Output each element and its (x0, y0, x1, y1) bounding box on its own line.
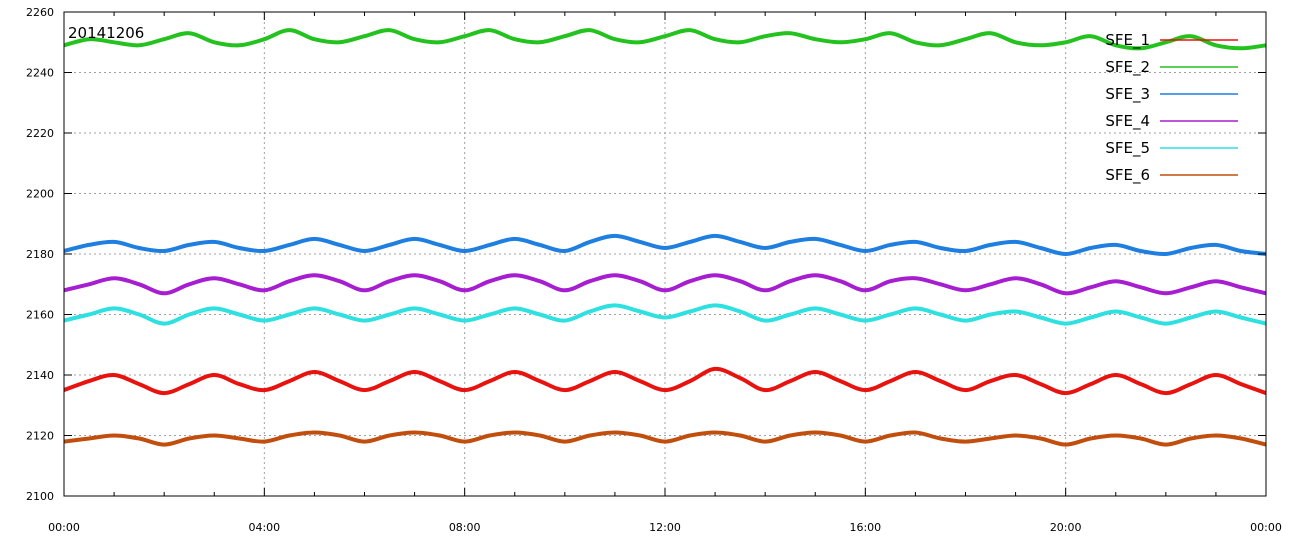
legend-label: SFE_2 (1105, 58, 1150, 77)
series-line-sfe-2 (63, 28, 1267, 51)
y-tick-label: 2160 (26, 309, 54, 322)
grid-lines (64, 12, 1266, 496)
y-tick-label: 2240 (26, 67, 54, 80)
legend-label: SFE_4 (1105, 112, 1150, 131)
x-tick-label: 08:00 (449, 521, 481, 534)
y-tick-label: 2100 (26, 490, 54, 503)
series-line-sfe-5 (63, 303, 1267, 326)
series-lines (63, 28, 1267, 447)
axis-ticks (63, 11, 1267, 497)
x-tick-label: 00:00 (48, 521, 80, 534)
x-tick-label: 16:00 (849, 521, 881, 534)
legend-label: SFE_1 (1105, 31, 1150, 50)
series-line-sfe-4 (63, 273, 1267, 296)
x-tick-label: 00:00 (1250, 521, 1282, 534)
series-line-sfe-3 (63, 233, 1267, 257)
y-tick-label: 2220 (26, 127, 54, 140)
legend-label: SFE_6 (1105, 166, 1150, 185)
y-tick-label: 2200 (26, 188, 54, 201)
y-tick-label: 2180 (26, 248, 54, 261)
series-line-sfe-6 (63, 430, 1267, 447)
x-tick-label: 20:00 (1050, 521, 1082, 534)
legend-label: SFE_5 (1105, 139, 1150, 158)
x-tick-label: 12:00 (649, 521, 681, 534)
y-tick-label: 2140 (26, 369, 54, 382)
x-tick-label: 04:00 (248, 521, 280, 534)
series-line-sfe-1 (63, 366, 1267, 396)
axis-tick-labels: 2100 2120 2140 2160 2180 2200 2220 2240 2260 00:0… (26, 6, 1282, 534)
y-tick-label: 2120 (26, 430, 54, 443)
legend-label: SFE_3 (1105, 85, 1150, 104)
legend: SFE_1 SFE_2 SFE_3 SFE_4 SFE_5 SFE_6 (1105, 31, 1238, 185)
y-tick-label: 2260 (26, 6, 54, 19)
date-annotation: 20141206 (68, 24, 144, 42)
